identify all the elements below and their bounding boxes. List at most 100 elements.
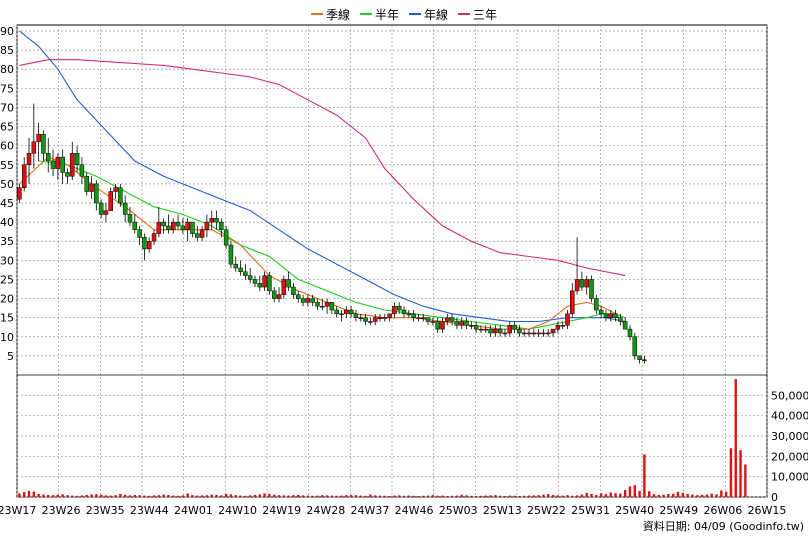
volume-bar [643, 454, 646, 497]
candle-body [483, 328, 488, 331]
candle-body [291, 286, 296, 295]
volume-bar [700, 494, 704, 497]
volume-bar [672, 493, 675, 497]
volume-bar [220, 495, 223, 497]
legend-label: 三年 [473, 7, 498, 22]
candle-body [209, 218, 214, 223]
volume-bar [119, 493, 122, 497]
volume-bar [686, 493, 689, 497]
volume-bar [316, 495, 319, 497]
volume-bar [277, 495, 281, 497]
candle-body [344, 309, 349, 315]
volume-bar [667, 493, 670, 497]
candle-body [118, 187, 123, 204]
candle-body [526, 332, 532, 335]
candle-body [637, 355, 642, 360]
x-tick-label: 25W03 [439, 504, 478, 517]
ma-year-line [19, 30, 626, 323]
candle-body [478, 328, 484, 331]
volume-tick-label: 50,000 [771, 389, 808, 402]
candle-body [324, 302, 330, 307]
volume-bar [18, 493, 21, 497]
volume-bar [720, 490, 723, 497]
candle-body [546, 332, 551, 335]
volume-bar [27, 490, 31, 497]
x-tick-label: 24W10 [218, 504, 257, 517]
volume-bar [85, 494, 88, 497]
candle-body [401, 309, 407, 315]
volume-bar [335, 495, 338, 497]
volume-bar [200, 495, 204, 497]
volume-bar [364, 495, 367, 497]
volume-bar [301, 495, 305, 497]
candle-body [493, 328, 498, 334]
volume-bar [523, 495, 526, 497]
candle-body [243, 271, 248, 276]
volume-bar [205, 495, 209, 497]
volume-bar [311, 495, 314, 497]
candle-body [89, 183, 94, 192]
candle-body [199, 229, 205, 238]
candle-body [190, 221, 195, 234]
volume-bar [104, 495, 108, 497]
volume-bar [623, 489, 627, 497]
volume-bar [80, 495, 84, 497]
legend-label: 季線 [325, 7, 350, 22]
x-tick-label: 23W35 [86, 504, 125, 517]
candle-body [98, 202, 104, 215]
price-tick-label: 45 [0, 197, 14, 210]
volume-bar [739, 450, 742, 497]
candle-body [296, 294, 301, 299]
volume-bar [383, 495, 386, 497]
candle-body [387, 313, 392, 318]
candle-body [329, 302, 335, 311]
price-tick-label: 85 [0, 44, 14, 57]
volume-bar [138, 495, 141, 497]
volume-bar [321, 495, 324, 497]
volume-bar [470, 495, 473, 497]
candle-body [445, 317, 450, 322]
volume-bar [479, 495, 483, 497]
volume-bar [498, 495, 502, 497]
ma-threeyear-line [19, 59, 626, 277]
x-tick-label: 24W19 [262, 504, 301, 517]
volume-bar [128, 495, 132, 497]
candle-body [618, 317, 623, 322]
candle-body [594, 298, 599, 311]
candle-body [502, 332, 508, 335]
price-tick-label: 50 [0, 178, 14, 191]
candle-body [584, 279, 589, 288]
volume-bar [422, 495, 425, 497]
candle-body [156, 221, 162, 234]
candle-body [555, 325, 561, 330]
volume-bar [633, 485, 636, 497]
legend-swatch [458, 13, 471, 15]
volume-bar [388, 495, 391, 497]
candle-body [339, 313, 344, 316]
volume-tick-label: 40,000 [771, 410, 808, 423]
legend-item: 三年 [458, 6, 497, 23]
volume-bar [95, 494, 98, 497]
volume-bar [75, 495, 79, 497]
x-tick-label: 25W13 [483, 504, 522, 517]
volume-bar [349, 494, 353, 497]
volume-bar [239, 495, 242, 497]
volume-bar [224, 493, 228, 497]
legend-item: 季線 [310, 6, 350, 23]
candle-body [252, 279, 258, 284]
candle-body [430, 321, 436, 323]
candle-body [497, 328, 503, 334]
x-tick-label: 24W37 [351, 504, 390, 517]
candle-body [214, 218, 219, 223]
volume-bar [691, 494, 694, 497]
candle-body [219, 221, 224, 231]
chart-legend: 季線 半年 年線 三年 [0, 4, 808, 24]
volume-bar [595, 494, 598, 497]
candle-body [36, 133, 41, 143]
candle-body [31, 141, 37, 154]
candle-body [579, 279, 585, 288]
candle-body [363, 317, 368, 322]
volume-bar [99, 494, 103, 497]
volume-bar [537, 495, 540, 497]
candle-body [642, 359, 647, 361]
